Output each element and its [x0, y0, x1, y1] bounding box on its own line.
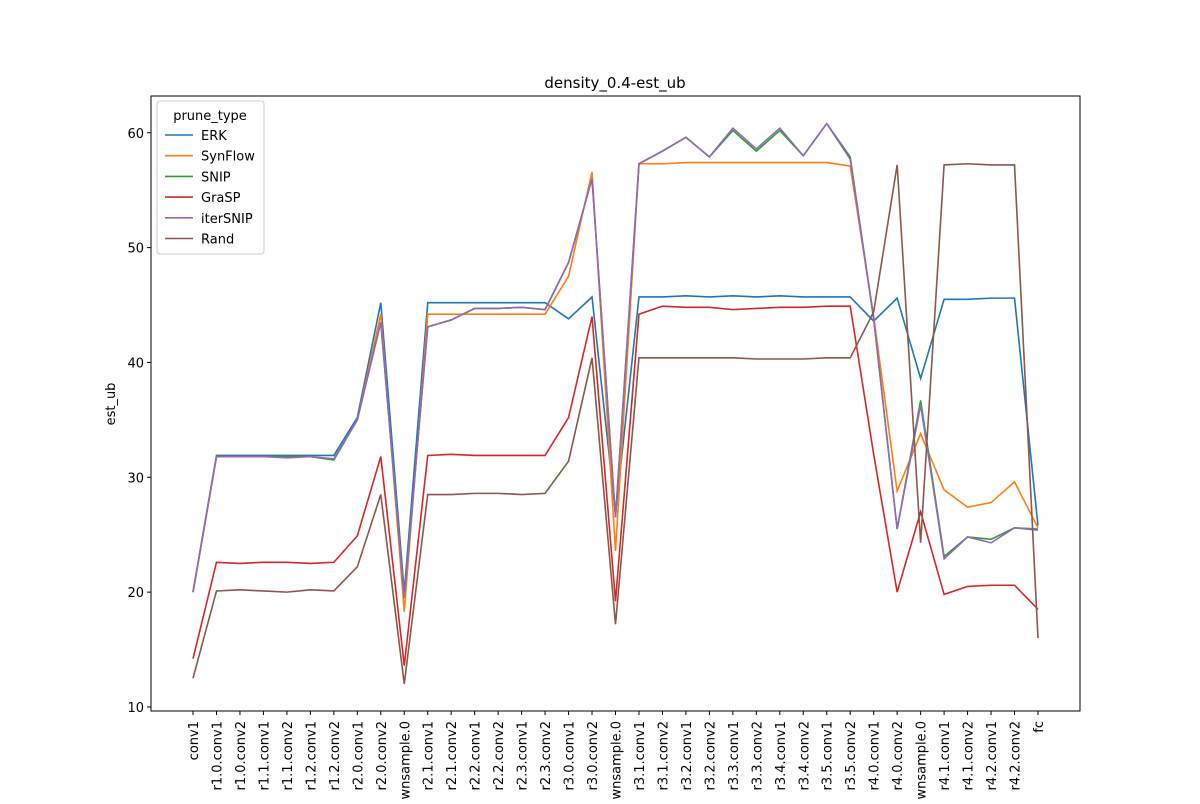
- y-tick-label: 50: [127, 242, 144, 257]
- x-tick-label: r4.2.conv1: [985, 721, 1000, 790]
- x-tick-label: r4.1.conv2: [962, 721, 977, 790]
- y-axis-label: est_ub: [104, 383, 119, 426]
- series-line: [192, 122, 1039, 598]
- legend-label: GraSP: [201, 191, 241, 206]
- x-tick-label: r3.3.conv2: [750, 721, 765, 790]
- x-tick-label: wnsample.0: [915, 721, 930, 800]
- x-tick-label: r3.2.conv1: [680, 721, 695, 790]
- x-tick-label: r3.1.conv1: [633, 721, 648, 790]
- x-tick-label: r1.0.conv2: [234, 721, 249, 790]
- x-tick-label: r1.1.conv1: [257, 721, 272, 790]
- x-tick-label: r4.2.conv2: [1009, 721, 1024, 790]
- x-tick-label: r4.0.conv2: [891, 721, 906, 790]
- series-line: [192, 162, 1039, 685]
- legend-label: iterSNIP: [201, 212, 253, 227]
- x-tick-label: r3.3.conv1: [727, 721, 742, 790]
- series-line: [192, 122, 1039, 598]
- legend-title: prune_type: [173, 109, 247, 124]
- x-tick-label: r2.0.conv1: [351, 721, 366, 790]
- x-tick-label: r2.1.conv2: [445, 721, 460, 790]
- x-tick-label: fc: [1032, 721, 1047, 733]
- y-tick-label: 20: [127, 586, 144, 601]
- x-tick-label: conv1: [187, 721, 202, 760]
- y-tick-label: 30: [127, 471, 144, 486]
- legend-label: SynFlow: [201, 150, 255, 165]
- x-tick-label: wnsample.0: [398, 721, 413, 800]
- x-tick-label: r2.2.conv1: [469, 721, 484, 790]
- x-tick-label: wnsample.0: [610, 721, 625, 800]
- y-tick-label: 10: [127, 701, 144, 716]
- x-tick-label: r3.0.conv1: [563, 721, 578, 790]
- legend-box: [156, 100, 265, 255]
- x-tick-label: r2.1.conv1: [422, 721, 437, 790]
- x-tick-label: r3.2.conv2: [703, 721, 718, 790]
- x-tick-label: r1.1.conv2: [281, 721, 296, 790]
- legend-label: Rand: [201, 233, 234, 248]
- x-tick-label: r4.0.conv1: [868, 721, 883, 790]
- x-tick-label: r2.3.conv1: [516, 721, 531, 790]
- x-tick-label: r4.1.conv1: [938, 721, 953, 790]
- x-tick-label: r3.5.conv2: [844, 721, 859, 790]
- legend: prune_type ERK SynFlow SNIP GraSP iterSNIP Ran…: [156, 100, 265, 255]
- x-tick-label: r3.1.conv2: [656, 721, 671, 790]
- x-tick-label: r1.2.conv2: [328, 721, 343, 790]
- series-line: [192, 305, 1039, 666]
- x-tick-label: r3.5.conv1: [821, 721, 836, 790]
- plot-frame: [150, 95, 1081, 712]
- x-tick-label: r2.2.conv2: [492, 721, 507, 790]
- legend-label: ERK: [201, 129, 227, 144]
- y-tick-label: 40: [127, 356, 144, 371]
- x-tick-label: r2.3.conv2: [539, 721, 554, 790]
- x-tick-label: r3.0.conv2: [586, 721, 601, 790]
- legend-label: SNIP: [201, 170, 231, 185]
- x-tick-label: r1.0.conv1: [210, 721, 225, 790]
- x-tick-label: r1.2.conv1: [304, 721, 319, 790]
- x-tick-label: r3.4.conv1: [774, 721, 789, 790]
- x-tick-label: r3.4.conv2: [797, 721, 812, 790]
- y-tick-label: 60: [127, 127, 144, 142]
- chart-title: density_0.4-est_ub: [544, 74, 685, 93]
- x-tick-label: r2.0.conv2: [375, 721, 390, 790]
